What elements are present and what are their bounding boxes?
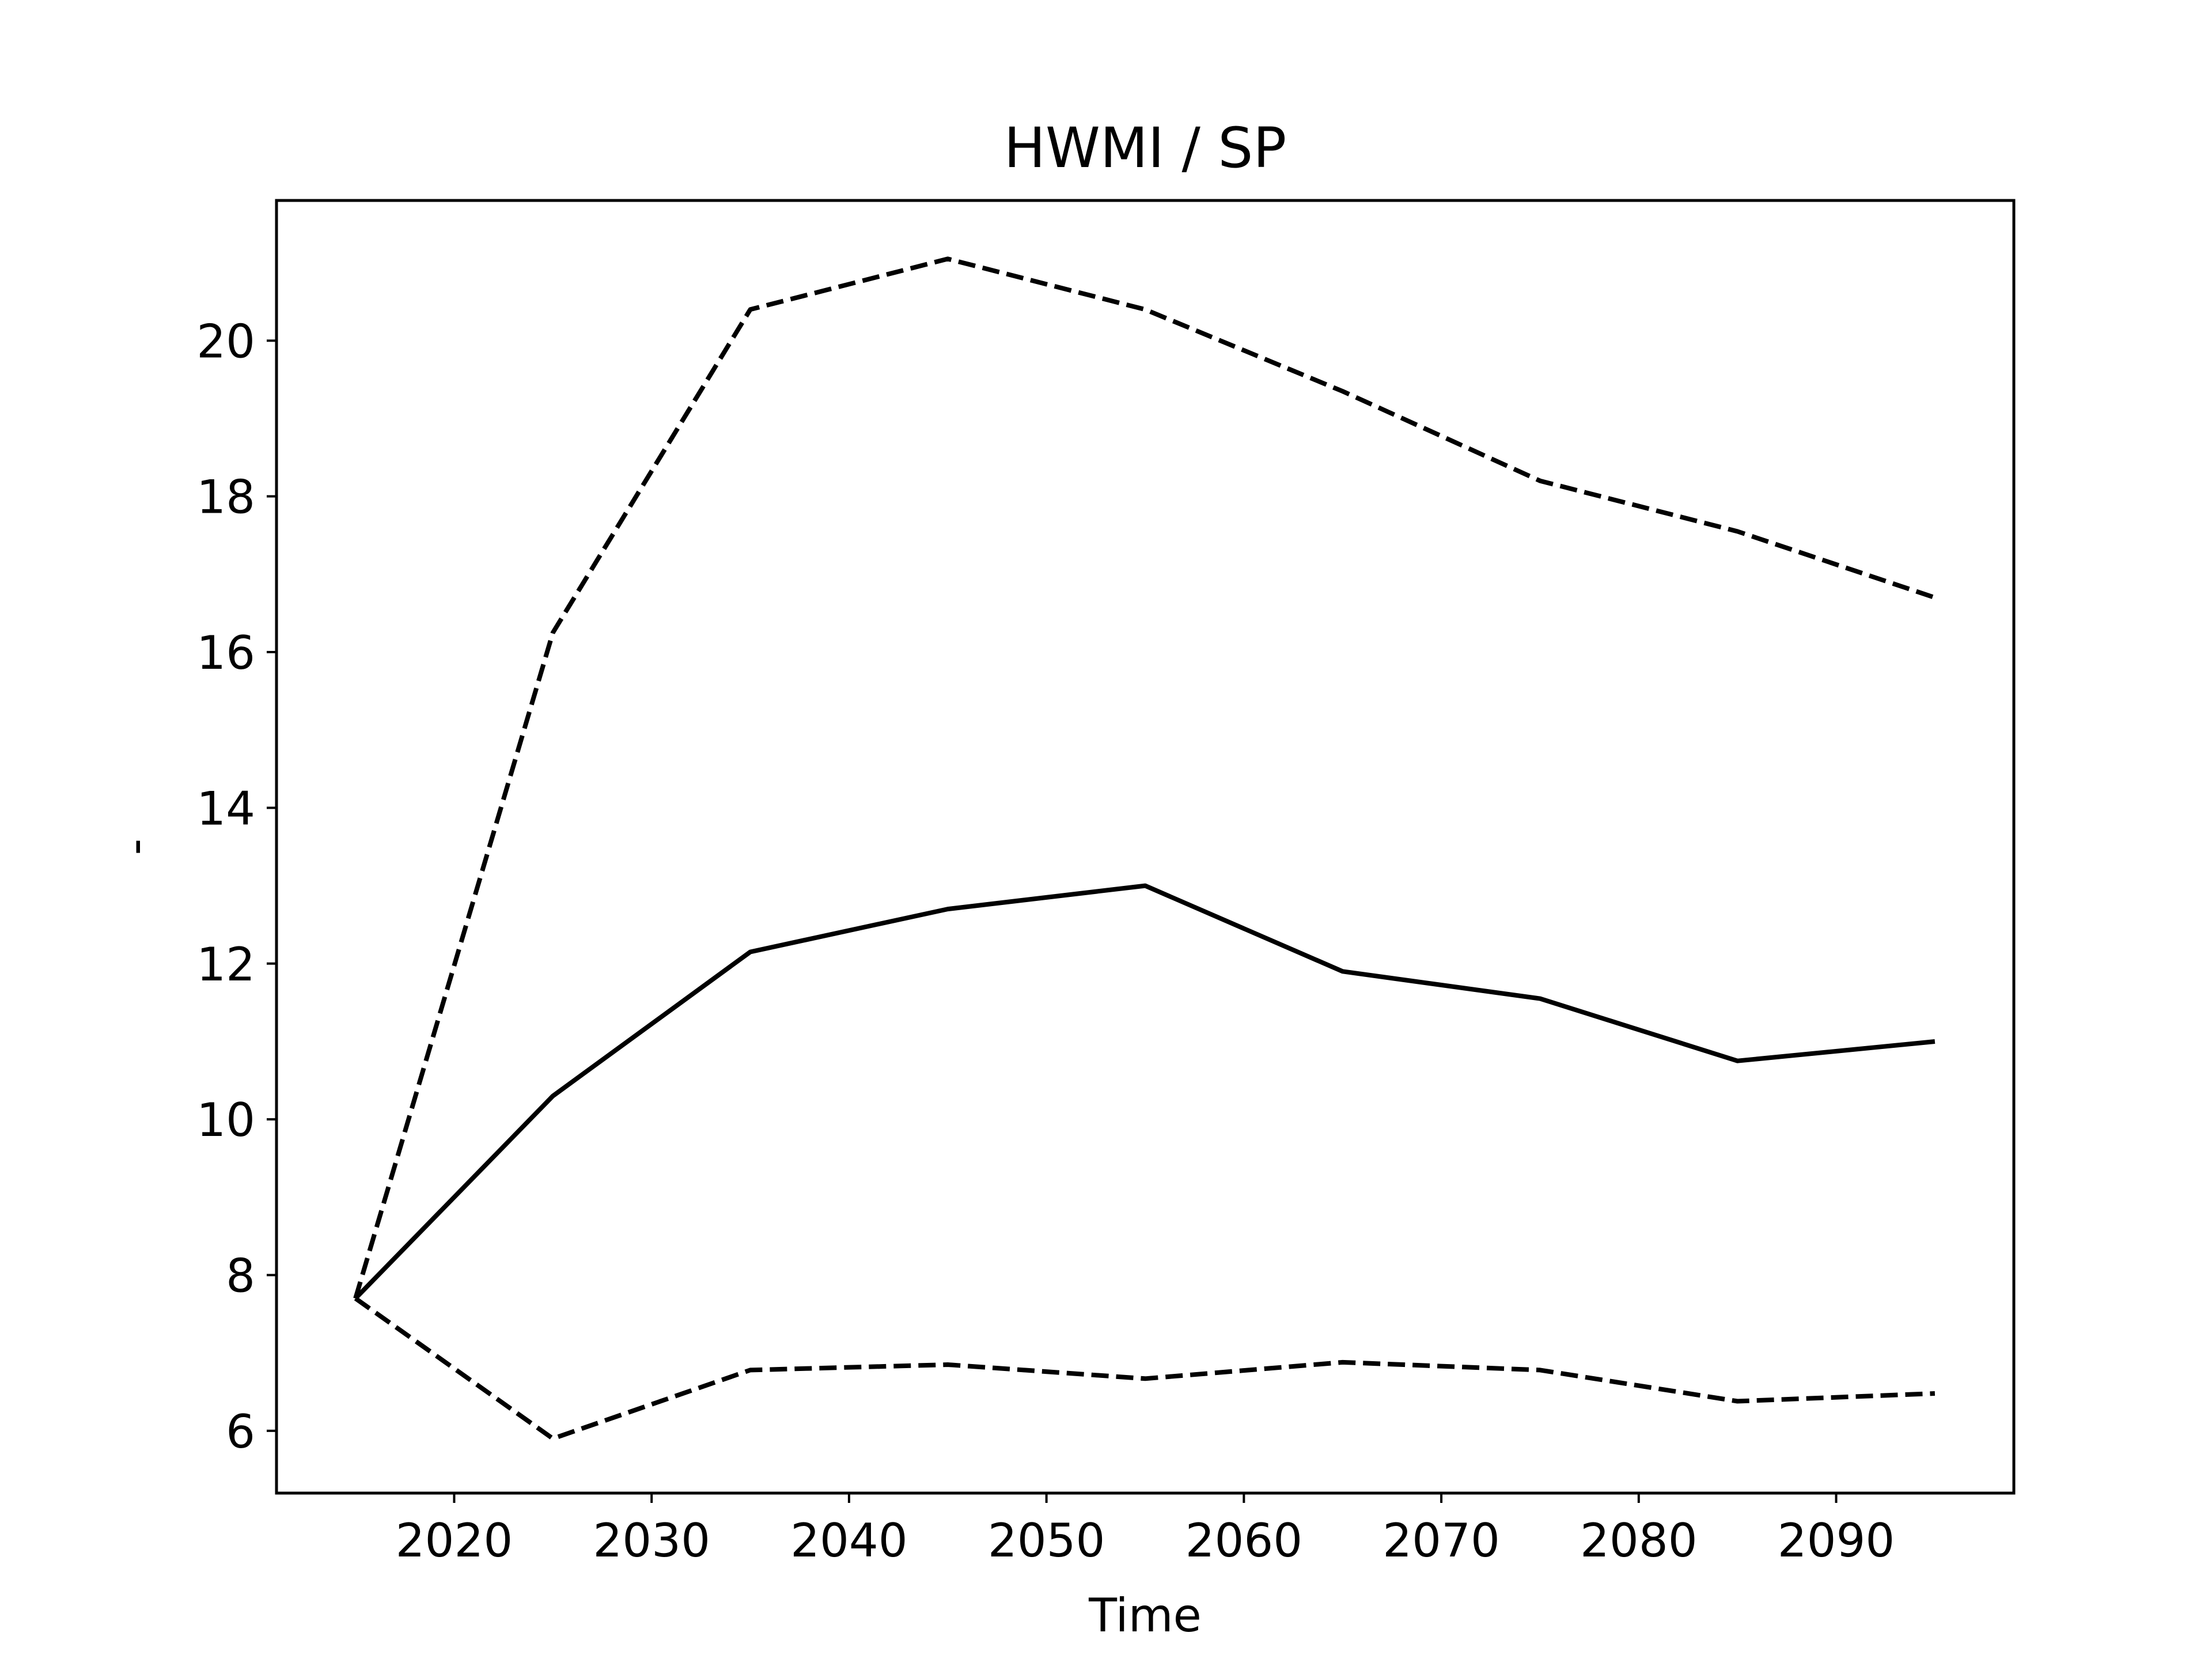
x-tick-label: 2090 <box>1778 1514 1895 1567</box>
chart-title: HWMI / SP <box>1004 116 1286 180</box>
x-tick-label: 2050 <box>988 1514 1105 1567</box>
x-tick-label: 2040 <box>790 1514 908 1567</box>
x-axis-ticks: 2020 2030 2040 2050 2060 2070 2080 2090 <box>396 1493 1895 1567</box>
series-layer <box>353 256 1936 1441</box>
x-tick-label: 2060 <box>1185 1514 1303 1567</box>
y-axis-title: - <box>108 839 162 855</box>
y-tick-label: 10 <box>196 1093 255 1147</box>
y-axis-ticks: 6 8 10 12 14 16 18 20 <box>196 315 276 1459</box>
y-tick-label: 14 <box>196 782 255 835</box>
y-tick-label: 6 <box>226 1405 255 1459</box>
x-axis-title: Time <box>1088 1589 1202 1642</box>
dashed-series-line-2 <box>354 1296 1936 1441</box>
plot-area-frame <box>275 199 2016 1495</box>
dashed-series-line-1 <box>353 256 1936 1300</box>
y-tick-label: 16 <box>196 626 255 680</box>
solid-series-line-0 <box>354 883 1936 1300</box>
x-tick-label: 2030 <box>593 1514 710 1567</box>
x-tick-label: 2070 <box>1382 1514 1500 1567</box>
x-tick-label: 2080 <box>1580 1514 1698 1567</box>
y-tick-label: 8 <box>226 1249 255 1302</box>
y-tick-label: 20 <box>196 315 255 368</box>
x-tick-label: 2020 <box>396 1514 513 1567</box>
y-tick-label: 12 <box>196 938 255 991</box>
y-tick-label: 18 <box>196 471 255 524</box>
